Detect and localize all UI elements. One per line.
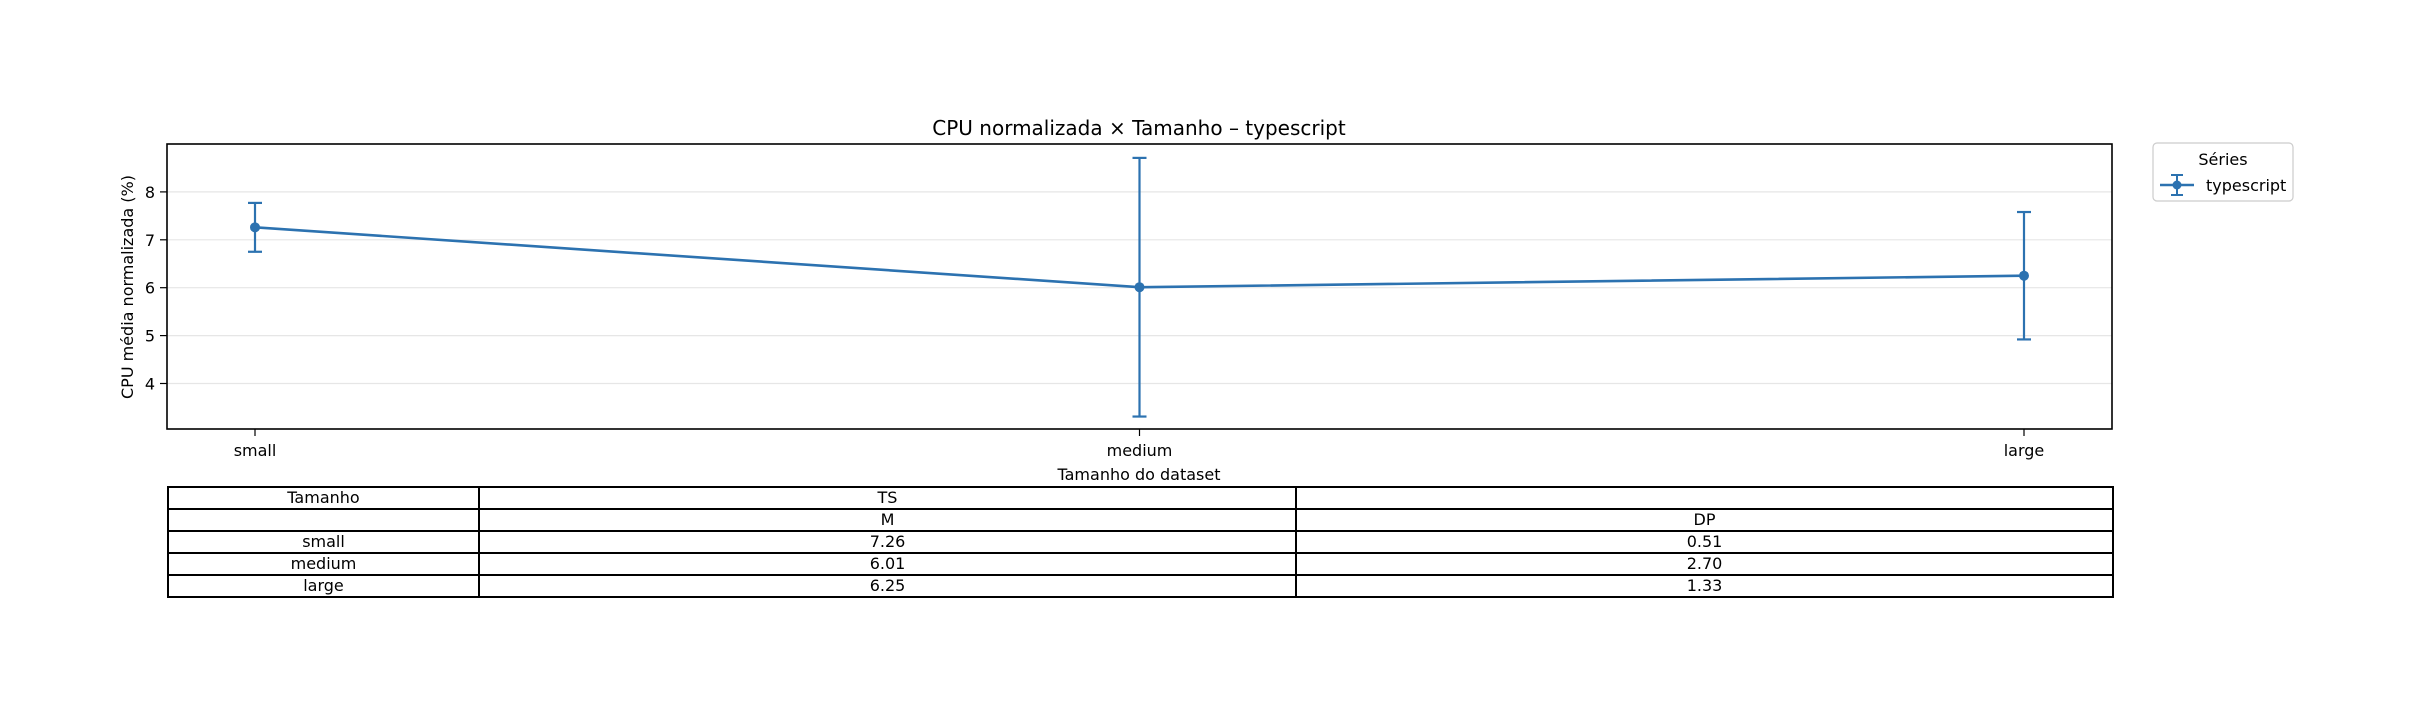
x-tick-label: small xyxy=(234,441,277,460)
table-cell: 6.01 xyxy=(478,552,1297,576)
legend-label-typescript: typescript xyxy=(2206,176,2286,195)
x-tick-label: medium xyxy=(1107,441,1173,460)
y-tick-label: 8 xyxy=(145,183,155,202)
y-tick-label: 4 xyxy=(145,374,155,393)
table-cell: 6.25 xyxy=(478,574,1297,598)
table-cell: 0.51 xyxy=(1295,530,2114,554)
y-tick-label: 7 xyxy=(145,231,155,250)
table-header-cell: Tamanho xyxy=(167,486,480,510)
table-row: small 7.26 0.51 xyxy=(167,530,2114,554)
axis-ticks: 4 5 6 7 8 small medium large xyxy=(145,183,2044,460)
table-cell: medium xyxy=(167,552,480,576)
data-point xyxy=(2019,270,2029,281)
y-axis-label: CPU média normalizada (%) xyxy=(118,175,137,399)
data-point xyxy=(1134,282,1145,293)
legend: Séries typescript xyxy=(2152,142,2294,202)
table-header-cell xyxy=(1295,486,2114,510)
legend-title: Séries xyxy=(2198,150,2247,169)
table-header-row: Tamanho TS xyxy=(167,486,2114,510)
legend-frame xyxy=(2152,142,2294,202)
table-header-cell: TS xyxy=(478,486,1297,510)
table-header-cell: DP xyxy=(1295,508,2114,532)
table-subheader-row: M DP xyxy=(167,508,2114,532)
data-table: Tamanho TS M DP small 7.26 0.51 medium 6… xyxy=(167,486,2114,598)
table-header-cell: M xyxy=(478,508,1297,532)
table-cell: 2.70 xyxy=(1295,552,2114,576)
table-cell: 7.26 xyxy=(478,530,1297,554)
x-tick-label: large xyxy=(2004,441,2045,460)
data-point xyxy=(250,222,260,233)
table-cell: 1.33 xyxy=(1295,574,2114,598)
y-tick-label: 5 xyxy=(145,327,155,346)
table-row: large 6.25 1.33 xyxy=(167,574,2114,598)
legend-swatch-typescript xyxy=(2160,174,2194,196)
table-cell: small xyxy=(167,530,480,554)
y-tick-label: 6 xyxy=(145,279,155,298)
x-axis-label: Tamanho do dataset xyxy=(1057,465,1221,484)
table-cell: large xyxy=(167,574,480,598)
legend-swatch-marker xyxy=(2172,180,2182,190)
table-header-cell xyxy=(167,508,480,532)
table-row: medium 6.01 2.70 xyxy=(167,552,2114,576)
chart-title: CPU normalizada × Tamanho – typescript xyxy=(932,116,1346,140)
series-marks xyxy=(248,156,2031,418)
